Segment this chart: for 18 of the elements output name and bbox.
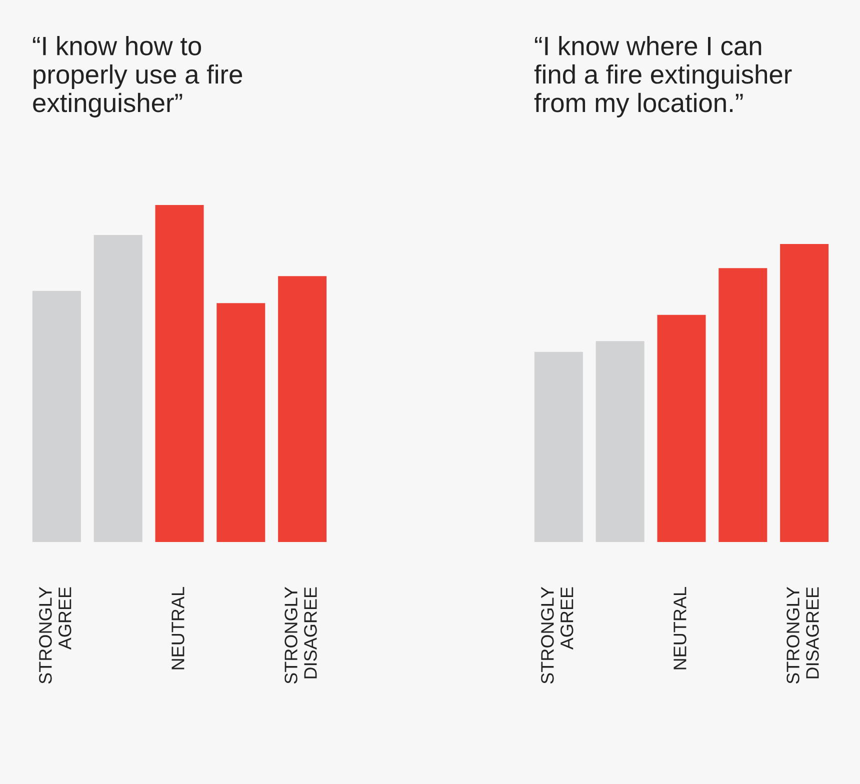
bar (94, 234, 142, 542)
bar (718, 268, 768, 542)
x-tick-label: STRONGLY DISAGREE (284, 586, 317, 684)
bar (657, 314, 706, 542)
bar (216, 303, 266, 542)
chart-title: “I know how to properly use a fire extinguisher” (32, 36, 242, 118)
x-tick-label: NEUTRAL (172, 587, 184, 670)
bar (32, 290, 81, 542)
x-tick-label: STRONGLY AGREE (541, 586, 574, 684)
x-tick-label: NEUTRAL (674, 587, 686, 670)
bar (155, 205, 204, 542)
x-tick-label: STRONGLY DISAGREE (786, 586, 819, 684)
bar (780, 244, 829, 542)
x-tick-label: STRONGLY AGREE (39, 586, 72, 684)
chart-title: “I know where I can find a fire extinguisher from my location.” (534, 36, 792, 118)
bar (534, 352, 583, 542)
bar (278, 276, 327, 542)
bar (596, 341, 644, 542)
